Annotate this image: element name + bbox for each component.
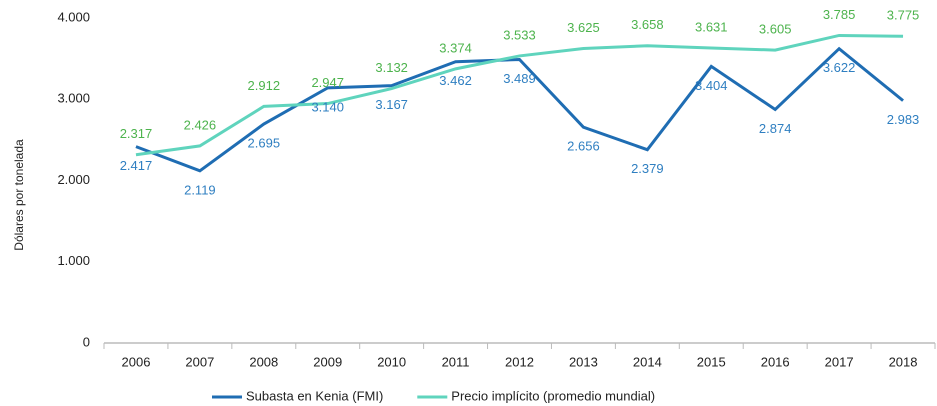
y-tick-label: 2.000 <box>57 172 90 187</box>
x-tick-label: 2012 <box>505 354 534 369</box>
y-tick-label: 1.000 <box>57 253 90 268</box>
data-label: 3.658 <box>631 17 664 32</box>
x-tick-label: 2008 <box>249 354 278 369</box>
data-label: 3.625 <box>567 20 600 35</box>
x-tick-label: 2013 <box>569 354 598 369</box>
x-tick-label: 2006 <box>122 354 151 369</box>
data-label: 3.140 <box>311 99 344 114</box>
y-axis-label: Dólares por tonelada <box>12 139 26 251</box>
data-label: 2.426 <box>184 117 217 132</box>
x-tick-label: 2014 <box>633 354 662 369</box>
x-tick-label: 2018 <box>889 354 918 369</box>
data-label: 2.983 <box>887 112 920 127</box>
data-label: 2.417 <box>120 158 153 173</box>
data-label: 2.912 <box>248 78 281 93</box>
data-label: 2.656 <box>567 139 600 154</box>
x-tick-label: 2010 <box>377 354 406 369</box>
data-label: 3.167 <box>375 97 408 112</box>
x-tick-label: 2015 <box>697 354 726 369</box>
x-tick-label: 2017 <box>825 354 854 369</box>
data-label: 3.631 <box>695 19 728 34</box>
x-tick-label: 2007 <box>185 354 214 369</box>
data-label: 2.119 <box>184 182 216 197</box>
x-tick-label: 2016 <box>761 354 790 369</box>
data-label: 3.462 <box>439 73 472 88</box>
data-label: 3.533 <box>503 27 536 42</box>
legend-label: Precio implícito (promedio mundial) <box>451 388 655 403</box>
data-label: 2.379 <box>631 161 664 176</box>
data-label: 3.605 <box>759 22 792 37</box>
data-label: 3.374 <box>439 40 472 55</box>
y-tick-label: 0 <box>83 334 90 349</box>
data-label: 3.622 <box>823 60 856 75</box>
data-label: 3.132 <box>375 60 408 75</box>
data-label: 3.785 <box>823 7 856 22</box>
x-tick-label: 2009 <box>313 354 342 369</box>
y-tick-label: 4.000 <box>57 9 90 24</box>
series-line <box>135 33 904 157</box>
data-label: 3.775 <box>887 8 920 23</box>
x-tick-label: 2011 <box>442 354 470 369</box>
legend-label: Subasta en Kenia (FMI) <box>246 388 383 403</box>
data-label: 3.489 <box>503 71 536 86</box>
data-label: 2.695 <box>248 135 281 150</box>
data-label: 2.947 <box>311 75 344 90</box>
y-tick-label: 3.000 <box>57 91 90 106</box>
data-label: 2.317 <box>120 126 153 141</box>
data-label: 2.874 <box>759 121 792 136</box>
data-label: 3.404 <box>695 78 728 93</box>
series-line <box>135 46 904 173</box>
